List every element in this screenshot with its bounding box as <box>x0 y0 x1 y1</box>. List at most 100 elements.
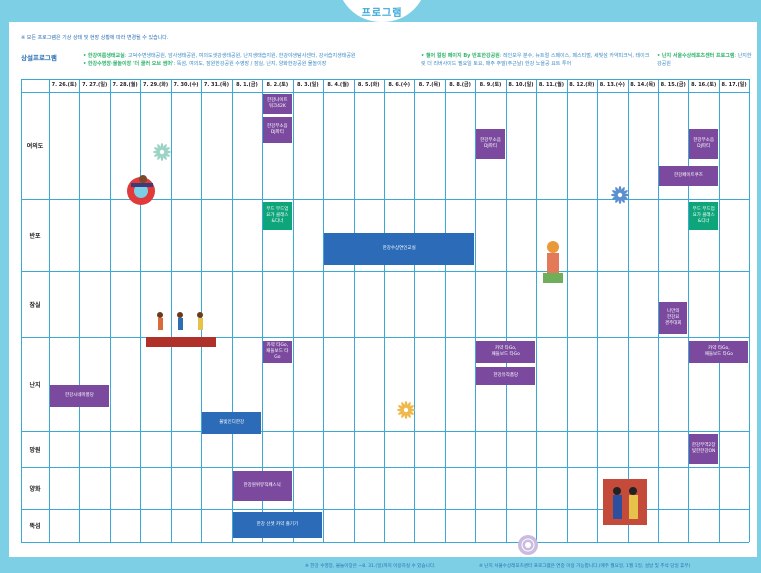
grid-line <box>383 79 385 542</box>
event-block: 나만의 한강요 경주대회 <box>659 302 688 334</box>
event-block: 한강무소음 DJ파티 <box>263 117 292 143</box>
grid-line <box>475 79 477 542</box>
row-label: 망원 <box>29 446 41 454</box>
grid-line <box>21 92 750 93</box>
date-header: 7. 28.(월) <box>112 82 138 88</box>
date-header: 8. 8.(금) <box>449 82 471 88</box>
date-header: 8. 12.(화) <box>569 82 595 88</box>
legend-item-name: • 난지 서울수상레포츠센터 프로그램 <box>657 53 735 59</box>
grid-line <box>21 79 750 80</box>
swimmer-illustration <box>121 169 165 215</box>
grid-line <box>566 79 568 542</box>
grid-line <box>49 79 50 542</box>
date-header: 8. 3.(일) <box>296 82 319 88</box>
grid-line <box>262 79 264 542</box>
row-label: 반포 <box>29 232 41 240</box>
notice-text: ※ 모든 프로그램은 기상 상태 및 현장 상황에 따라 변경될 수 있습니다. <box>21 35 169 41</box>
legend-item-name: • 한강여름생태교실 <box>83 53 125 59</box>
row-label: 난지 <box>29 381 41 389</box>
event-block: 한강수상연인교실 <box>324 233 475 265</box>
event-block: 한강시네마풍당 <box>50 385 109 407</box>
date-header: 7. 29.(화) <box>142 82 169 88</box>
grid-line <box>21 337 750 338</box>
date-header: 8. 10.(일) <box>508 82 534 88</box>
legend-item-desc: : 고덕수변생태공원, 암사생태공원, 여의도샛강생태공원, 난지생태습지원, … <box>124 53 356 59</box>
grid-line <box>505 79 507 542</box>
grid-line <box>231 79 233 542</box>
legend-item-desc: : 난지한강공원 <box>657 53 752 67</box>
date-header: 8. 4.(월) <box>327 82 350 88</box>
row-label: 잠실 <box>29 301 41 309</box>
date-header: 8. 16.(토) <box>691 82 717 88</box>
event-block: 무드 무드업 요가 클래스 &디너 <box>689 202 718 230</box>
row-label: 뚝섬 <box>29 523 41 530</box>
flower-icon <box>153 143 171 165</box>
grid-line <box>414 79 416 542</box>
page-title-tab: 프로그램 <box>337 0 427 22</box>
grid-line <box>170 79 172 542</box>
date-header: 8. 1.(금) <box>236 82 258 88</box>
event-block: 한강나이트 워크42K <box>263 94 292 114</box>
grid-line <box>658 79 659 542</box>
grid-line <box>292 79 294 542</box>
grid-line <box>627 79 629 542</box>
date-header: 8. 13.(수) <box>599 82 625 88</box>
grid-line <box>21 199 750 200</box>
footer-note-left: ※ 한강 수영장, 물놀이장은 ~8. 31.(일)까지 이용하실 수 있습니다… <box>305 564 436 569</box>
legend-item-desc: : 레인보우 분수, 뉴트럴 스페이스, 페스티벌, 세빛섬 카약피크닉, 테이… <box>421 53 650 67</box>
grid-line <box>21 431 750 432</box>
grid-line <box>109 79 111 542</box>
circle-icon <box>517 534 539 560</box>
grid-line <box>21 79 22 542</box>
event-block: 한강유작품당 <box>476 367 536 385</box>
grid-line <box>323 79 325 542</box>
flower-icon <box>397 401 415 423</box>
date-header: 7. 31.(목) <box>203 82 230 88</box>
dancers-illustration <box>603 479 647 529</box>
date-header: 8. 2.(토) <box>266 82 289 88</box>
row-label: 양화 <box>29 485 41 493</box>
legend-col-3: • 난지 서울수상레포츠센터 프로그램: 난지한강공원 <box>657 52 755 68</box>
date-header: 8. 7.(목) <box>418 82 441 88</box>
page-title: 프로그램 <box>361 8 403 19</box>
event-block: 한강무소음 DJ파티 <box>476 129 505 159</box>
footer-note-right: ※ 난지 서울수상레포츠센터 프로그램은 연중 이용 가능합니다.(매주 월요일… <box>479 564 691 569</box>
grid-line <box>140 79 142 542</box>
row-label: 여의도 <box>26 143 44 150</box>
grid-line <box>21 271 750 272</box>
event-block: 한강무역2장 빛한한강ON <box>689 434 718 464</box>
event-block: 한강페이트쿠즈 <box>659 166 718 186</box>
grid-line <box>444 79 446 542</box>
schedule-panel: ※ 모든 프로그램은 기상 상태 및 현장 상황에 따라 변경될 수 있습니다.… <box>9 22 757 569</box>
event-block: 카약 타Go, 패들보드 타Go <box>476 341 536 363</box>
grid-line <box>597 79 599 542</box>
grid-line <box>21 542 750 543</box>
flower-icon <box>611 186 629 208</box>
grid-line <box>718 79 720 542</box>
grid-line <box>21 467 750 468</box>
grid-line <box>536 79 538 542</box>
grid-line <box>353 79 355 542</box>
grid-line <box>749 79 751 542</box>
legend-item-desc: : 뚝섬, 여의도, 잠원한강공원 수영장 / 잠실, 난지, 양화한강공원 물… <box>173 61 327 67</box>
date-header: 7. 27.(일) <box>82 82 108 88</box>
date-header: 8. 14.(목) <box>630 82 656 88</box>
grid-line <box>201 79 203 542</box>
event-block: 카약 타Go, 패들보드 타Go <box>263 341 292 363</box>
event-block: 카약 타Go, 패들보드 타Go <box>689 341 749 363</box>
event-block: 불빛인디한강 <box>202 412 262 434</box>
event-block: 무드 무드업 요가 클래스 &디너 <box>263 202 292 230</box>
grid-line <box>21 509 750 510</box>
event-block: 한강 선셋 카약 즐기기 <box>232 512 323 538</box>
date-header: 7. 26.(토) <box>51 82 77 88</box>
date-header: 8. 6.(수) <box>388 82 410 88</box>
event-block: 한강무소음 DJ파티 <box>689 129 718 159</box>
event-block: 한강원위뮤직페스닉 <box>232 471 292 501</box>
legend-item-name: • 챌어 컬링 페이지 By 반포한강공원 <box>421 53 500 59</box>
date-header: 8. 9.(토) <box>479 82 502 88</box>
date-header: 8. 15.(금) <box>660 82 686 88</box>
skaters-illustration <box>146 307 216 353</box>
legend-item-name: • 한강수영장·물놀이장 '더 쿨러 오브 썸머' <box>83 61 174 67</box>
person-illustration <box>541 239 565 291</box>
legend-col-1: • 한강여름생태교실: 고덕수변생태공원, 암사생태공원, 여의도샛강생태공원,… <box>83 52 413 68</box>
